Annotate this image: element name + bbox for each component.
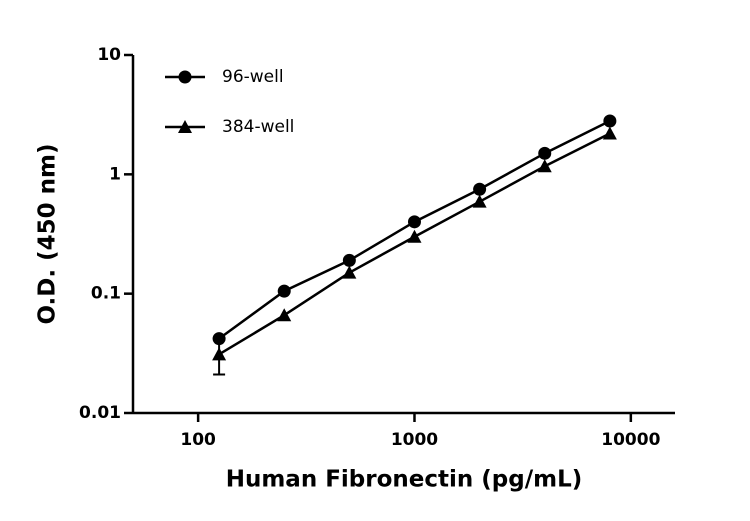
marker bbox=[407, 229, 422, 243]
marker bbox=[407, 215, 421, 229]
marker bbox=[212, 347, 227, 361]
legend-marker bbox=[178, 70, 192, 84]
series-line bbox=[218, 132, 611, 356]
marker bbox=[602, 126, 617, 140]
marker bbox=[212, 332, 226, 346]
legend-label: 384-well bbox=[222, 117, 294, 137]
marker bbox=[277, 284, 291, 298]
y-tick-label: 0.01 bbox=[79, 403, 121, 423]
x-tick-label: 100 bbox=[180, 430, 216, 450]
y-tick-label: 1 bbox=[109, 164, 121, 184]
marker bbox=[537, 159, 552, 173]
x-tick-label: 1000 bbox=[391, 430, 438, 450]
y-tick-label: 10 bbox=[97, 45, 121, 65]
marker bbox=[277, 308, 292, 322]
marker bbox=[472, 194, 487, 208]
x-tick-label: 10000 bbox=[601, 430, 660, 450]
y-axis-title: O.D. (450 nm) bbox=[35, 143, 61, 324]
marker bbox=[342, 253, 356, 267]
marker bbox=[473, 182, 487, 196]
marker bbox=[342, 265, 357, 279]
x-axis-title: Human Fibronectin (pg/mL) bbox=[226, 467, 583, 493]
marker bbox=[538, 146, 552, 160]
legend-marker bbox=[178, 120, 192, 133]
marker bbox=[603, 114, 617, 128]
y-tick-label: 0.1 bbox=[91, 284, 121, 304]
legend-label: 96-well bbox=[222, 67, 284, 87]
